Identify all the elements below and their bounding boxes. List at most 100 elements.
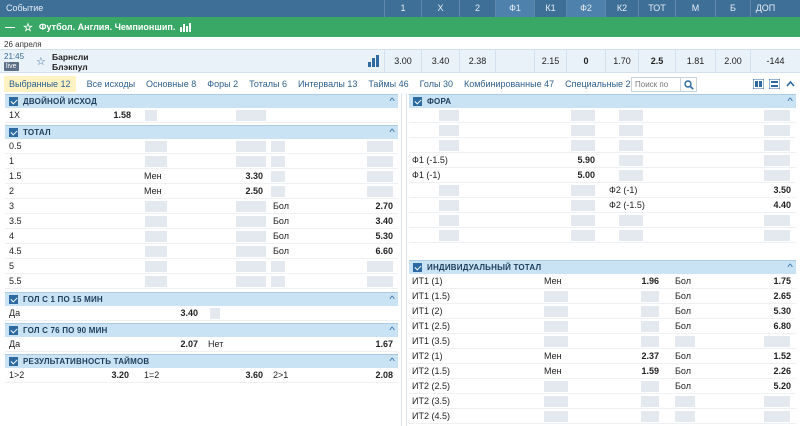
outcome-odd[interactable]: 5.30 (375, 231, 393, 241)
market-row[interactable] (409, 138, 796, 153)
outcome-odd[interactable]: 2.08 (375, 370, 393, 380)
tab-main[interactable]: Основные 8 (146, 79, 197, 89)
col-header-1[interactable]: 1 (384, 0, 421, 17)
section-header[interactable]: ГОЛ С 76 ПО 90 МИН ^ (5, 323, 398, 337)
col-header-2[interactable]: 2 (459, 0, 495, 17)
market-row[interactable]: 4 Бол 5.30 (5, 229, 398, 244)
outcome-odd[interactable]: 1.52 (773, 351, 791, 361)
outcome-odd[interactable]: 5.30 (773, 306, 791, 316)
market-row[interactable]: 3.5 Бол 3.40 (5, 214, 398, 229)
odd-1[interactable]: 3.00 (384, 50, 421, 72)
outcome-odd[interactable]: 2.26 (773, 366, 791, 376)
collapse-caret-icon[interactable]: ^ (389, 294, 395, 304)
odd-x[interactable]: 3.40 (421, 50, 459, 72)
col-header-b[interactable]: Б (715, 0, 750, 17)
tab-combined[interactable]: Комбинированные 47 (463, 79, 555, 89)
odd-f2[interactable]: 0 (566, 50, 605, 72)
odd-k1[interactable]: 2.15 (534, 50, 566, 72)
outcome-odd[interactable]: 3.60 (245, 370, 263, 380)
outcome-odd[interactable]: 2.70 (375, 201, 393, 211)
league-stats-icon[interactable] (180, 22, 192, 32)
outcome-odd[interactable]: 2.07 (180, 339, 198, 349)
market-row[interactable]: 1.5 Мен 3.30 (5, 169, 398, 184)
outcome-odd[interactable]: 2.37 (641, 351, 659, 361)
tab-halves[interactable]: Таймы 46 (368, 79, 409, 89)
market-row[interactable]: Да 3.40 (5, 306, 398, 321)
search-icon[interactable] (680, 78, 696, 91)
section-header[interactable]: ДВОЙНОЙ ИСХОД ^ (5, 94, 398, 108)
odd-b[interactable]: 2.00 (715, 50, 750, 72)
col-header-k1[interactable]: К1 (534, 0, 566, 17)
list-view-icon[interactable] (769, 79, 780, 89)
match-row[interactable]: 21:45 live ☆ Барнсли Блэкпул 3.00 3.40 2… (0, 49, 800, 73)
section-checkbox[interactable] (9, 295, 18, 304)
market-row[interactable]: ИТ2 (1.5) Мен 1.59 Бол 2.26 (409, 364, 796, 379)
market-row[interactable]: 1>2 3.20 1=2 3.60 2>1 2.08 (5, 368, 398, 383)
section-checkbox[interactable] (413, 263, 422, 272)
odd-dop[interactable]: -144 (750, 50, 800, 72)
market-row[interactable]: Ф2 (-1) 3.50 (409, 183, 796, 198)
outcome-odd[interactable]: 5.20 (773, 381, 791, 391)
market-row[interactable] (409, 228, 796, 243)
odd-tot[interactable]: 2.5 (638, 50, 675, 72)
market-row[interactable] (409, 213, 796, 228)
outcome-odd[interactable]: 3.50 (773, 185, 791, 195)
tab-goals[interactable]: Голы 30 (419, 79, 453, 89)
col-header-dop[interactable]: ДОП (750, 0, 780, 17)
market-row[interactable]: ИТ2 (4.5) (409, 409, 796, 424)
market-row[interactable]: 2 Мен 2.50 (5, 184, 398, 199)
outcome-odd[interactable]: 3.40 (375, 216, 393, 226)
league-header[interactable]: — ☆ Футбол. Англия. Чемпионшип. (0, 17, 800, 37)
outcome-odd[interactable]: 1.96 (641, 276, 659, 286)
market-row[interactable]: ИТ2 (3.5) (409, 394, 796, 409)
section-header[interactable]: ГОЛ С 1 ПО 15 МИН ^ (5, 292, 398, 306)
odd-2[interactable]: 2.38 (459, 50, 495, 72)
outcome-odd[interactable]: 3.30 (245, 171, 263, 181)
collapse-caret-icon[interactable]: ^ (389, 96, 395, 106)
col-header-k2[interactable]: К2 (605, 0, 638, 17)
section-checkbox[interactable] (9, 128, 18, 137)
section-header[interactable]: ТОТАЛ ^ (5, 125, 398, 139)
market-row[interactable]: 4.5 Бол 6.60 (5, 244, 398, 259)
collapse-caret-icon[interactable]: ^ (787, 96, 793, 106)
col-header-f2[interactable]: Ф2 (566, 0, 605, 17)
market-row[interactable]: 1 (5, 154, 398, 169)
outcome-odd[interactable]: 6.80 (773, 321, 791, 331)
market-row[interactable]: Да 2.07 Нет 1.67 (5, 337, 398, 352)
col-header-tot[interactable]: ТОТ (638, 0, 675, 17)
section-header[interactable]: ФОРА ^ (409, 94, 796, 108)
match-stats-icon[interactable] (368, 55, 379, 67)
tab-special[interactable]: Специальные 2 (565, 79, 631, 89)
collapse-all-icon[interactable] (785, 79, 796, 89)
collapse-caret-icon[interactable]: ^ (787, 262, 793, 272)
outcome-odd[interactable]: 5.90 (577, 155, 595, 165)
tab-selected[interactable]: Выбранные 12 (4, 76, 76, 92)
outcome-odd[interactable]: 4.40 (773, 200, 791, 210)
market-row[interactable]: 3 Бол 2.70 (5, 199, 398, 214)
collapse-caret-icon[interactable]: ^ (389, 356, 395, 366)
market-row[interactable]: Ф2 (-1.5) 4.40 (409, 198, 796, 213)
col-header-x[interactable]: X (421, 0, 459, 17)
outcome-odd[interactable]: 1.67 (375, 339, 393, 349)
tab-all[interactable]: Все исходы (86, 79, 136, 89)
odd-k2[interactable]: 1.70 (605, 50, 638, 72)
section-header[interactable]: ИНДИВИДУАЛЬНЫЙ ТОТАЛ ^ (409, 260, 796, 274)
market-row[interactable]: 5 (5, 259, 398, 274)
outcome-odd[interactable]: 5.00 (577, 170, 595, 180)
market-row[interactable]: ИТ1 (2.5) Бол 6.80 (409, 319, 796, 334)
collapse-minus-icon[interactable]: — (5, 21, 15, 33)
collapse-caret-icon[interactable]: ^ (389, 127, 395, 137)
section-checkbox[interactable] (9, 357, 18, 366)
match-favorite-star-icon[interactable]: ☆ (36, 56, 46, 68)
market-row[interactable]: ИТ1 (1.5) Бол 2.65 (409, 289, 796, 304)
market-row[interactable]: ИТ2 (2.5) Бол 5.20 (409, 379, 796, 394)
favorite-star-icon[interactable]: ☆ (23, 21, 33, 34)
market-row[interactable] (409, 123, 796, 138)
tab-intervals[interactable]: Интервалы 13 (297, 79, 358, 89)
market-row[interactable]: 5.5 (5, 274, 398, 289)
market-row[interactable]: 0.5 (5, 139, 398, 154)
col-header-f1[interactable]: Ф1 (495, 0, 534, 17)
section-header[interactable]: РЕЗУЛЬТАТИВНОСТЬ ТАЙМОВ ^ (5, 354, 398, 368)
market-row[interactable]: ИТ1 (1) Мен 1.96 Бол 1.75 (409, 274, 796, 289)
match-teams[interactable]: Барнсли Блэкпул (52, 52, 89, 72)
